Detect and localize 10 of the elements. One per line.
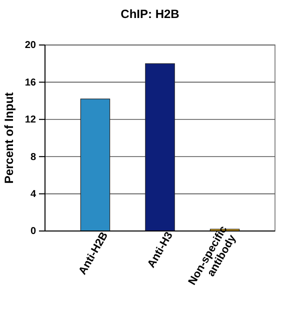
- bar: [145, 63, 175, 232]
- y-tick-label: 8: [30, 152, 36, 163]
- chart-title: ChIP: H2B: [120, 7, 180, 21]
- y-axis-title: Percent of Input: [2, 92, 16, 184]
- y-tick-label: 20: [24, 40, 36, 52]
- y-tick-label: 4: [30, 189, 36, 200]
- y-tick-label: 16: [24, 77, 36, 88]
- bar: [80, 98, 110, 232]
- y-tick-label: 0: [30, 226, 36, 238]
- y-tick-label: 12: [24, 114, 36, 126]
